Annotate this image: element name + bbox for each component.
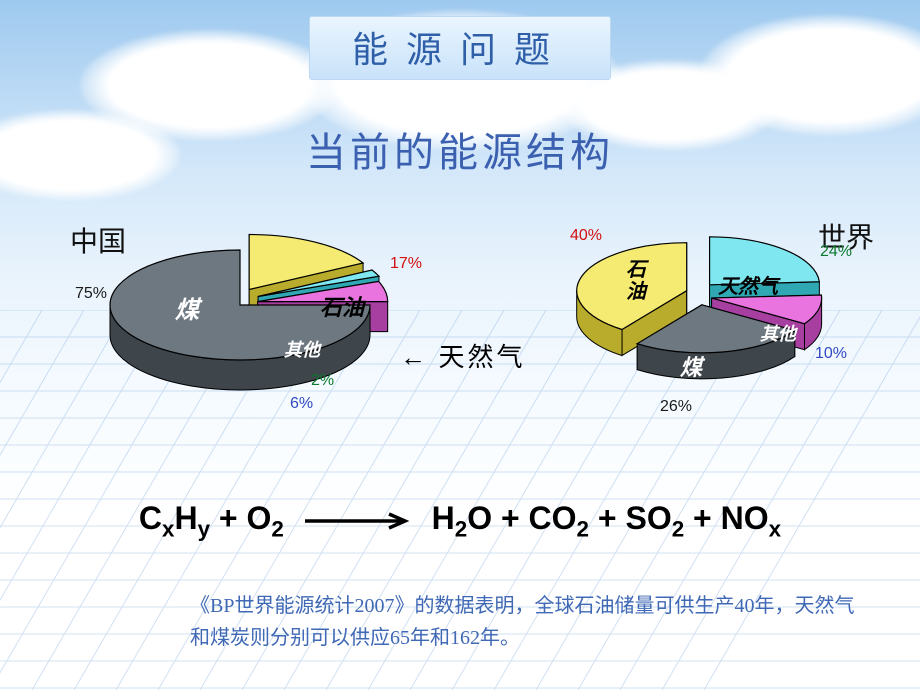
world-other-pct: 10%	[815, 345, 847, 363]
formula-lhs: CxHy + O2	[139, 500, 284, 536]
world-slice-coal: 煤	[680, 350, 702, 382]
china-slice-other: 其他	[284, 336, 320, 362]
world-gas-pct: 24%	[820, 243, 852, 261]
page-title: 能源问题	[352, 30, 568, 70]
reaction-arrow-icon	[303, 502, 413, 539]
china-gas-pct: 2%	[311, 372, 334, 390]
formula-rhs: H2O + CO2 + SO2 + NOx	[432, 500, 781, 536]
chemical-equation: CxHy + O2 H2O + CO2 + SO2 + NOx	[0, 500, 920, 542]
china-oil-pct: 17%	[390, 255, 422, 273]
world-coal-pct: 26%	[660, 398, 692, 416]
title-banner: 能源问题	[309, 16, 611, 80]
subtitle: 当前的能源结构	[0, 120, 920, 178]
world-slice-oil: 石油	[626, 259, 642, 303]
china-other-pct: 6%	[290, 395, 313, 413]
china-gas-callout: ← 天然气	[400, 337, 526, 374]
world-slice-other: 其他	[760, 320, 796, 346]
china-slice-oil: 石油	[320, 290, 364, 322]
world-slice-gas: 天然气	[718, 270, 778, 299]
china-coal-pct: 75%	[75, 285, 107, 303]
china-slice-coal: 煤	[175, 290, 199, 325]
arrow-left-icon: ←	[400, 342, 429, 372]
world-oil-pct: 40%	[570, 227, 602, 245]
slide: 能源问题 当前的能源结构 中国 75% 17% 2% 6% ← 天然气 煤 石油…	[0, 0, 920, 690]
footnote: 《BP世界能源统计2007》的数据表明，全球石油储量可供生产40年，天然气和煤炭…	[190, 590, 860, 654]
